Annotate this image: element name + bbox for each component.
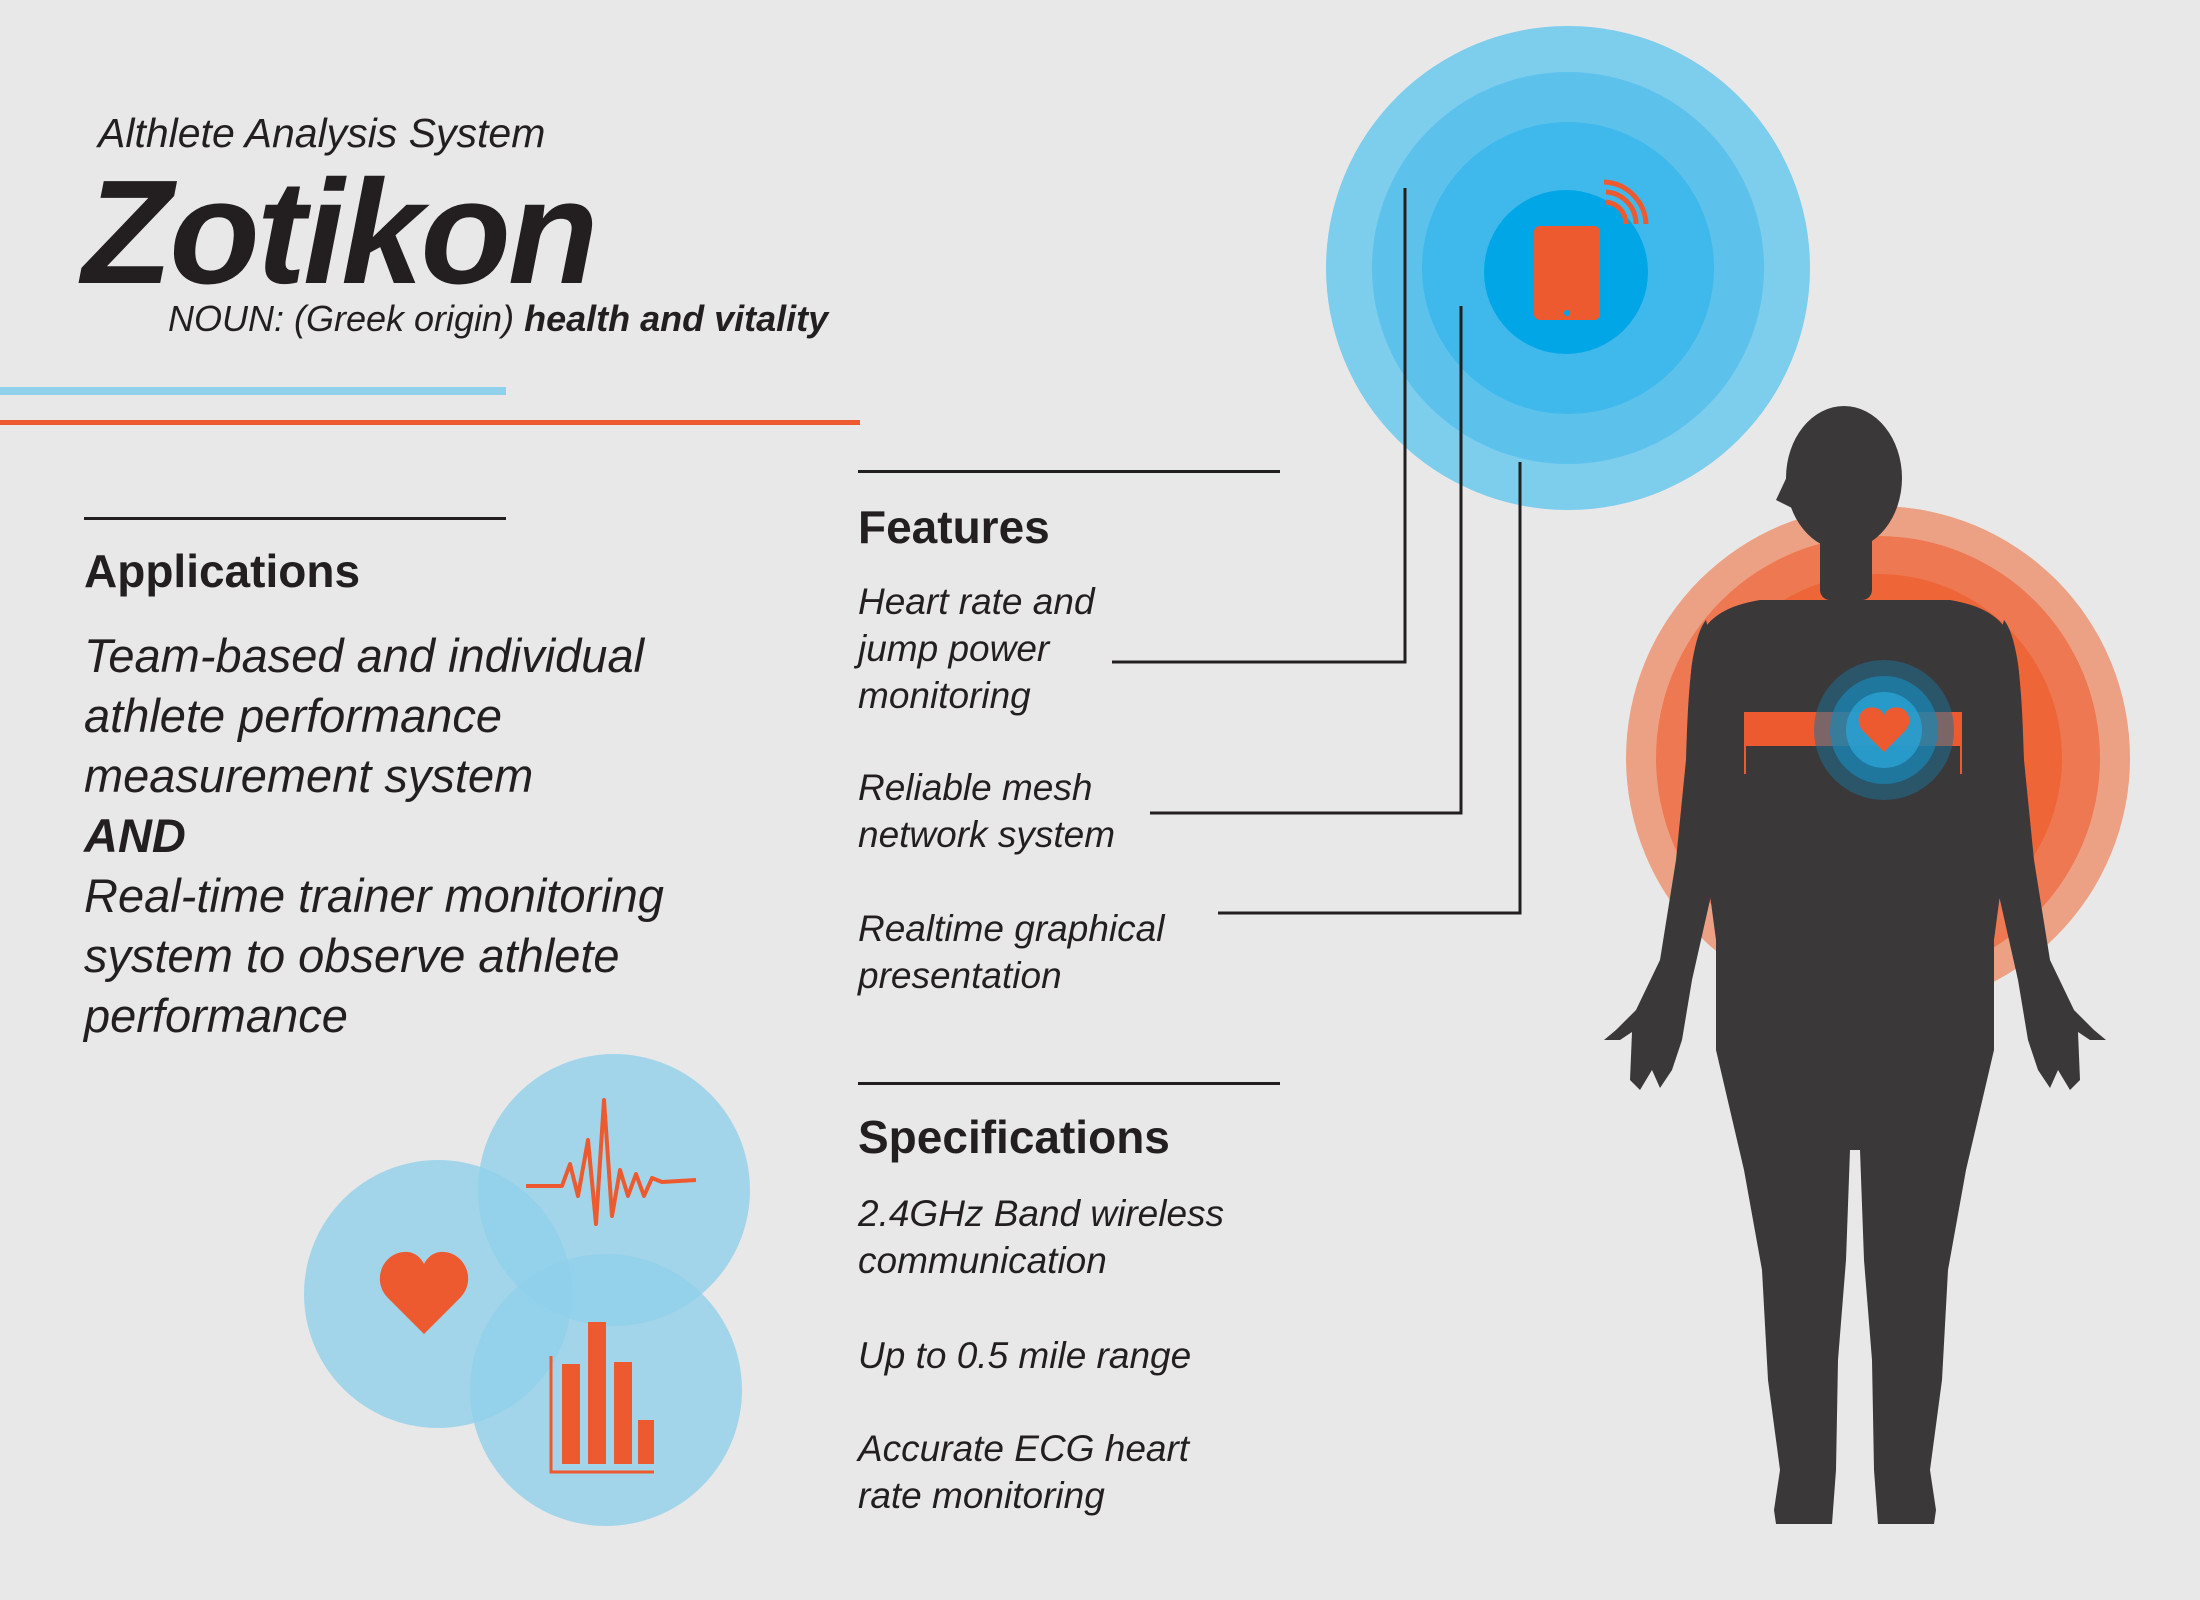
specifications-heading: Specifications bbox=[858, 1111, 1170, 1163]
spec-item-range: Up to 0.5 mile range bbox=[858, 1332, 1278, 1379]
applications-line: Real-time trainer monitoring bbox=[84, 869, 664, 922]
applications-divider bbox=[84, 517, 506, 520]
specifications-divider bbox=[858, 1082, 1280, 1085]
applications-line: athlete performance bbox=[84, 689, 503, 742]
definition-emphasis: health and vitality bbox=[524, 298, 829, 339]
features-heading: Features bbox=[858, 501, 1050, 553]
applications-line: measurement system bbox=[84, 749, 534, 802]
feature-line: Heart rate and bbox=[858, 581, 1095, 622]
brand-title: Zotikon bbox=[82, 150, 598, 315]
feature-line: Realtime graphical bbox=[858, 908, 1165, 949]
chest-strap-heart-icon bbox=[1744, 660, 1962, 800]
spec-line: 2.4GHz Band wireless bbox=[858, 1193, 1225, 1234]
definition: NOUN: (Greek origin) health and vitality bbox=[168, 298, 828, 340]
applications-line: Team-based and individual bbox=[84, 629, 645, 682]
spec-item-band: 2.4GHz Band wireless communication bbox=[858, 1190, 1278, 1284]
feature-item-heart-rate: Heart rate and jump power monitoring bbox=[858, 578, 1278, 719]
applications-line: performance bbox=[84, 989, 348, 1042]
feature-connector-lines bbox=[1112, 188, 1522, 915]
tablet-wifi-icon bbox=[1534, 179, 1649, 320]
applications-heading: Applications bbox=[84, 545, 361, 597]
spec-line: communication bbox=[858, 1240, 1107, 1281]
spec-line: Up to 0.5 mile range bbox=[858, 1335, 1192, 1376]
spec-line: Accurate ECG heart bbox=[858, 1428, 1190, 1469]
spec-line: rate monitoring bbox=[858, 1475, 1105, 1516]
feature-line: jump power bbox=[858, 628, 1050, 669]
accent-rule-blue bbox=[0, 387, 506, 395]
features-divider bbox=[858, 470, 1280, 473]
bar-chart-icon bbox=[549, 1322, 654, 1474]
feature-line: presentation bbox=[858, 955, 1062, 996]
applications-and: AND bbox=[84, 809, 186, 862]
metrics-bubbles bbox=[304, 1054, 750, 1526]
applications-line: system to observe athlete bbox=[84, 929, 620, 982]
definition-prefix: NOUN: (Greek origin) bbox=[168, 298, 515, 339]
spec-item-ecg: Accurate ECG heart rate monitoring bbox=[858, 1425, 1278, 1519]
feature-line: monitoring bbox=[858, 675, 1031, 716]
feature-item-realtime: Realtime graphical presentation bbox=[858, 905, 1278, 999]
heart-icon bbox=[379, 1251, 469, 1334]
applications-body: Team-based and individual athlete perfor… bbox=[84, 626, 764, 1046]
feature-item-mesh-network: Reliable mesh network system bbox=[858, 764, 1278, 858]
feature-line: network system bbox=[858, 814, 1116, 855]
accent-rule-orange bbox=[0, 420, 860, 425]
header-subtitle: Althlete Analysis System bbox=[98, 110, 546, 156]
ecg-pulse-icon bbox=[526, 1098, 697, 1226]
feature-line: Reliable mesh bbox=[858, 767, 1093, 808]
human-silhouette-icon bbox=[1604, 406, 2106, 1524]
